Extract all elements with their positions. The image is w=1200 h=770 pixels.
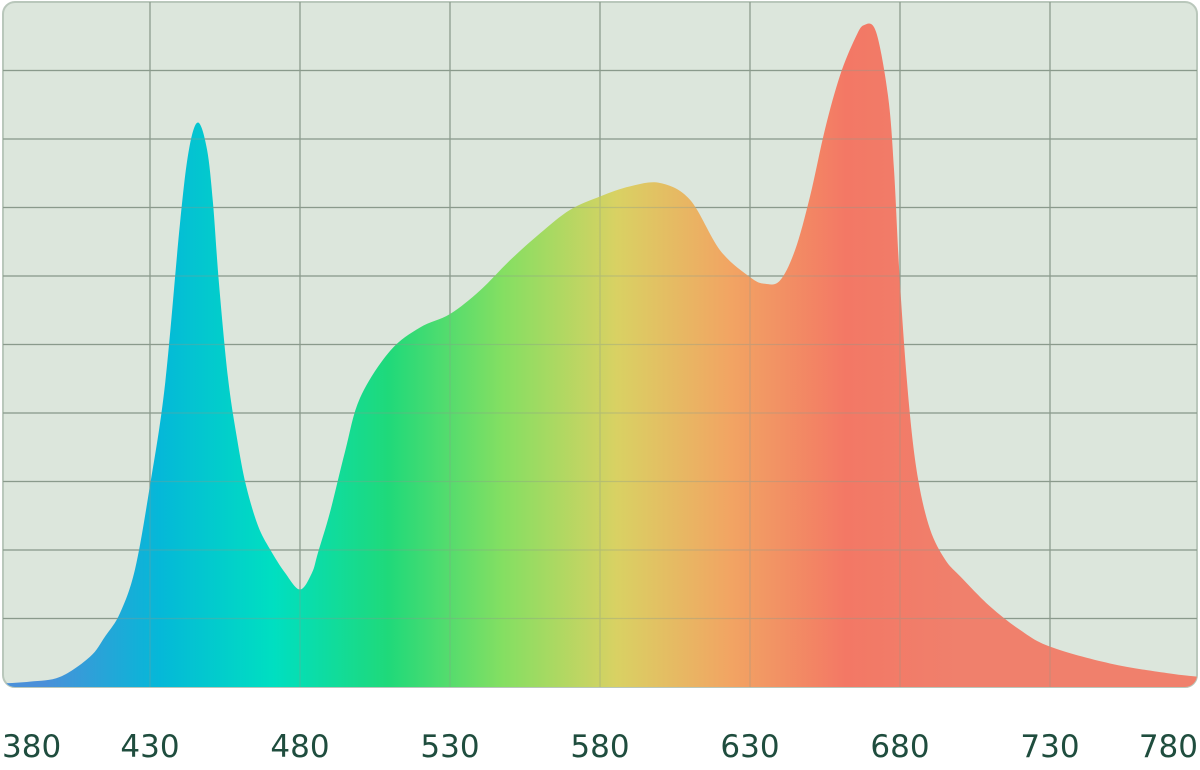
x-tick-label: 780: [1139, 729, 1198, 765]
x-tick-label: 680: [870, 729, 929, 765]
x-axis-tick-labels: 380 430 480 530 580 630 680 730 780: [2, 729, 1198, 765]
x-tick-label: 480: [270, 729, 329, 765]
x-tick-label: 730: [1020, 729, 1079, 765]
grid-overlay: [3, 2, 1197, 687]
x-tick-label: 380: [2, 729, 61, 765]
x-tick-label: 630: [720, 729, 779, 765]
x-tick-label: 530: [420, 729, 479, 765]
x-tick-label: 580: [570, 729, 629, 765]
x-tick-label: 430: [120, 729, 179, 765]
spectrum-area: [3, 23, 1197, 687]
